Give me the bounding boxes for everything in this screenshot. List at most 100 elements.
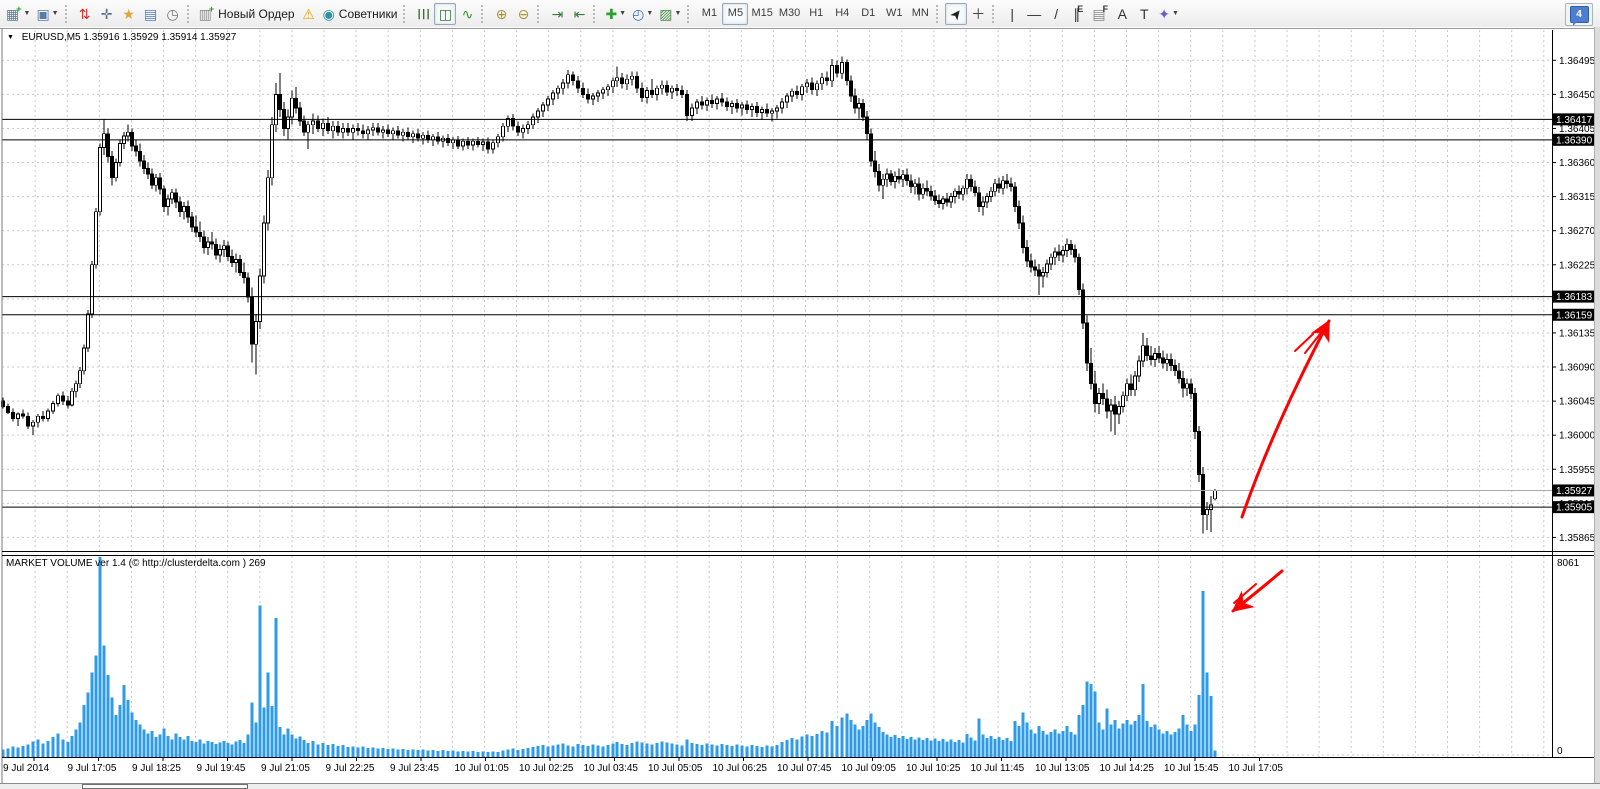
timeframe-m1-button[interactable]: M1 (701, 7, 718, 19)
periods-button[interactable]: ◴ ▼ (629, 3, 656, 25)
auto-scroll-button[interactable]: ⇥ (546, 3, 568, 25)
alerts-button[interactable]: ⚠ (298, 3, 320, 25)
bar-chart-button[interactable]: ☰ (412, 3, 434, 25)
terminal-button[interactable]: ▤ (140, 3, 162, 25)
chart-horizontal-scrollbar[interactable] (0, 783, 1600, 789)
zoom-in-button[interactable]: ⊕ (490, 3, 512, 25)
svg-text:9 Jul 18:25: 9 Jul 18:25 (132, 763, 181, 774)
levels-layer: 1.36417 1.36390 1.36183 1.36159 1.35905 1.359… (2, 113, 1599, 514)
candles-layer (1, 56, 1217, 534)
vertical-line-icon: | (1010, 5, 1015, 22)
chart-profiles-dropdown-icon[interactable]: ▼ (51, 10, 59, 17)
navigator-button[interactable]: ★ (118, 3, 140, 25)
arrows-tool-icon: ✦ (1158, 5, 1170, 22)
svg-text:1.36315: 1.36315 (1559, 192, 1596, 203)
trendline-icon: / (1054, 5, 1059, 22)
svg-text:9 Jul 17:05: 9 Jul 17:05 (68, 763, 117, 774)
templates-button[interactable]: ▨ ▼ (656, 3, 684, 25)
toolbar-grip (687, 4, 692, 23)
toolbar-grip (403, 4, 408, 23)
candlestick-chart-button[interactable]: ◫ (434, 2, 457, 25)
chart-shift-icon: ⇤ (573, 5, 586, 22)
cursor-button[interactable]: ➤ (945, 2, 968, 25)
data-window-icon: ✛ (100, 5, 113, 22)
svg-text:1.36000: 1.36000 (1559, 431, 1596, 442)
bounce-target-arrow (1240, 319, 1331, 519)
chat-notifications-button[interactable]: 4 (1565, 3, 1593, 26)
text-label-button[interactable]: T (1133, 3, 1155, 25)
volume-indicator-label: MARKET VOLUME ver 1.4 (© http://clusterd… (6, 558, 266, 569)
market-watch-button[interactable]: ⇅ (74, 3, 96, 25)
volume-axis: 8061 0 (1557, 558, 1580, 757)
strategy-tester-icon: ◷ (166, 5, 179, 22)
window-right-edge (1594, 27, 1600, 783)
timeframe-h4-button[interactable]: H4 (835, 7, 850, 19)
scrollbar-thumb[interactable] (82, 784, 248, 789)
arrows-tool-dropdown-icon[interactable]: ▼ (1171, 10, 1179, 17)
svg-text:0: 0 (1557, 746, 1563, 757)
svg-text:10 Jul 02:25: 10 Jul 02:25 (519, 763, 574, 774)
bounce-target-arrow-flick (1294, 333, 1314, 352)
toolbar-grip (936, 4, 941, 23)
timeframe-w1-button[interactable]: W1 (886, 7, 903, 19)
line-chart-button[interactable]: ∿ (456, 3, 478, 25)
new-chart-dropdown-icon[interactable]: ▼ (23, 10, 31, 17)
expert-advisors-button[interactable]: ◉ Советники (320, 3, 401, 25)
timeframe-d1-button[interactable]: D1 (861, 7, 876, 19)
chat-bubble-icon: 4 (1569, 6, 1589, 26)
candlestick-chart-icon: ◫ (438, 5, 453, 22)
svg-text:10 Jul 10:25: 10 Jul 10:25 (906, 763, 961, 774)
timeframe-h1-button[interactable]: H1 (809, 7, 824, 19)
trendline-button[interactable]: / (1045, 3, 1067, 25)
arrows-tool-button[interactable]: ✦ ▼ (1155, 3, 1182, 25)
symbol-period-label: EURUSD,M5 (21, 32, 81, 43)
zoom-in-icon: ⊕ (495, 5, 508, 22)
vertical-line-button[interactable]: | (1001, 3, 1023, 25)
svg-text:1.36360: 1.36360 (1559, 158, 1596, 169)
equidistant-channel-button[interactable]: ∥ E (1067, 3, 1089, 25)
equidistant-channel-icon: ∥ (1073, 5, 1081, 22)
toolbar-grip (186, 4, 192, 23)
text-button[interactable]: A (1111, 3, 1133, 25)
svg-text:8061: 8061 (1557, 558, 1580, 569)
bounce-target-arrow-flick (1304, 328, 1325, 354)
svg-text:10 Jul 05:05: 10 Jul 05:05 (648, 763, 703, 774)
new-chart-button[interactable]: ▦ + ▼ (3, 3, 33, 25)
svg-text:10 Jul 15:45: 10 Jul 15:45 (1164, 763, 1219, 774)
crosshair-button[interactable]: ＋ (967, 3, 989, 25)
annotation-arrows[interactable] (1231, 319, 1331, 613)
timeframe-m5-button[interactable]: M5 (722, 2, 749, 25)
new-order-button[interactable]: ▥ + Новый Ордер (196, 3, 298, 25)
svg-text:9 Jul 21:05: 9 Jul 21:05 (261, 763, 310, 774)
data-window-button[interactable]: ✛ (96, 3, 118, 25)
timeframe-m15-button[interactable]: M15 (751, 7, 773, 19)
periods-dropdown-icon[interactable]: ▼ (646, 10, 654, 17)
timeframe-mn-button[interactable]: MN (911, 7, 929, 19)
navigator-icon: ★ (122, 5, 135, 22)
templates-dropdown-icon[interactable]: ▼ (674, 10, 682, 17)
line-chart-icon: ∿ (461, 5, 474, 22)
svg-text:10 Jul 11:45: 10 Jul 11:45 (971, 763, 1025, 774)
fibonacci-button[interactable]: ▤ F (1089, 3, 1111, 25)
templates-icon: ▨ (659, 5, 673, 22)
zoom-out-icon: ⊖ (517, 5, 530, 22)
indicators-dropdown-icon[interactable]: ▼ (619, 10, 627, 17)
one-click-trading-collapse-icon[interactable]: ▼ (7, 34, 14, 41)
zoom-out-button[interactable]: ⊖ (512, 3, 534, 25)
svg-text:9 Jul 23:45: 9 Jul 23:45 (390, 763, 439, 774)
toolbar-grip (537, 4, 542, 23)
indicators-button[interactable]: ✚ ▼ (602, 3, 629, 25)
toolbar-grip (64, 4, 70, 23)
horizontal-line-button[interactable]: — (1023, 3, 1045, 25)
bar-chart-icon: ☰ (415, 7, 432, 20)
timeframe-m30-button[interactable]: M30 (778, 7, 801, 19)
chart-profiles-button[interactable]: ▣ ▼ (33, 3, 61, 25)
chart-profiles-icon: ▣ (36, 5, 50, 22)
chat-badge-count: 4 (1576, 9, 1582, 20)
time-axis: 9 Jul 2014 9 Jul 17:05 9 Jul 18:25 9 Jul 19… (3, 758, 1283, 774)
svg-text:10 Jul 03:45: 10 Jul 03:45 (584, 763, 639, 774)
indicators-icon: ✚ (605, 5, 618, 22)
strategy-tester-button[interactable]: ◷ (162, 3, 184, 25)
chart-shift-button[interactable]: ⇤ (568, 3, 590, 25)
